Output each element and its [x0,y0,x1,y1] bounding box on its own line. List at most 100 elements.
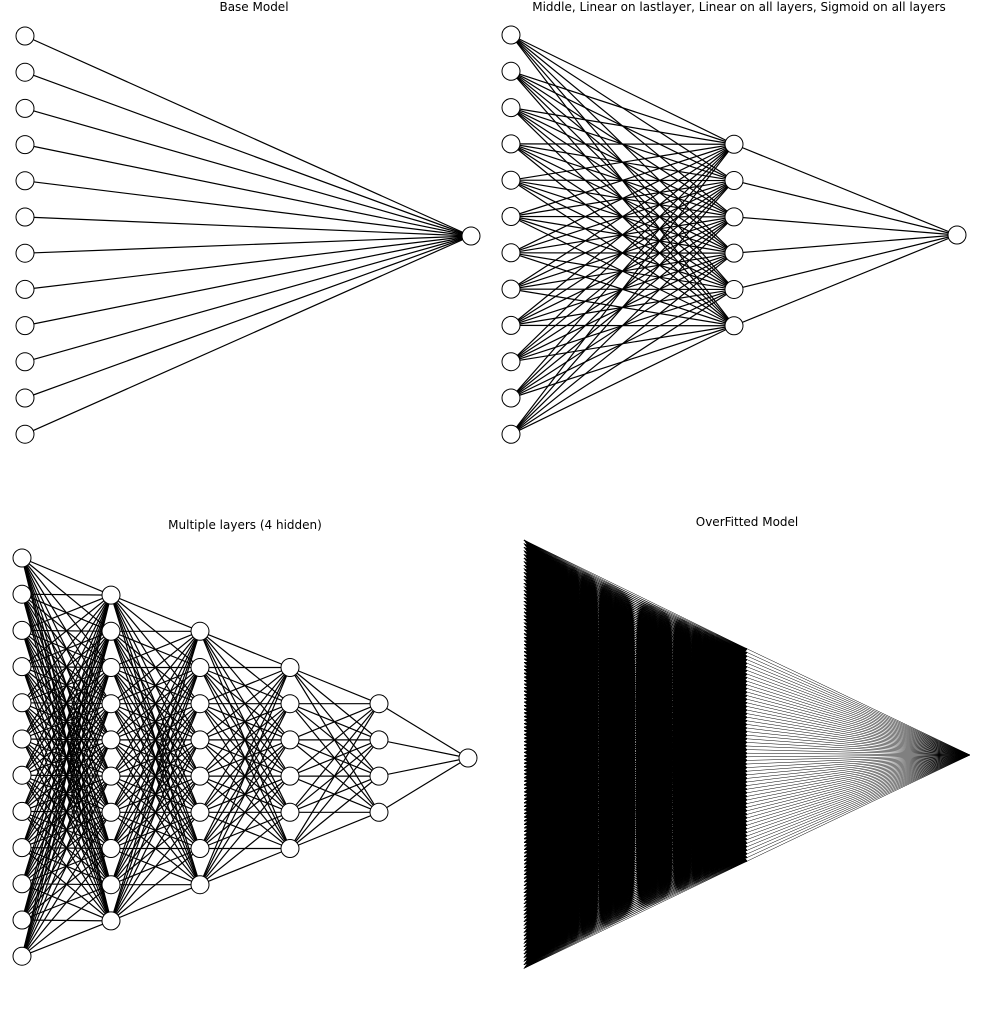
edge [24,216,472,237]
edge [523,648,748,771]
edge [110,631,201,885]
node [15,26,35,46]
node [101,802,121,822]
node [12,765,32,785]
node [369,766,389,786]
edge [523,648,748,667]
edge [24,235,472,254]
edge [523,648,748,706]
edge [110,848,201,922]
node [190,658,210,677]
edge [523,582,748,650]
edge [523,648,748,750]
edge [21,594,112,812]
node [190,694,210,714]
edge [21,594,112,848]
edge [733,216,958,236]
edge [199,666,291,705]
node [501,98,521,118]
edge [199,667,291,813]
node [369,730,389,750]
edge [523,648,748,674]
edge [523,648,748,793]
node [190,730,210,750]
node [501,170,521,190]
edge [523,618,748,650]
node [15,279,35,299]
node [12,620,32,640]
edge [21,848,112,957]
node [724,134,744,154]
edge [110,630,201,777]
node [12,729,32,749]
edge [523,539,748,650]
edge [523,590,748,650]
node [190,621,210,641]
edge [523,648,748,778]
edge [523,648,748,670]
edge [523,572,748,650]
edge [523,622,748,650]
edge [289,703,380,777]
edge [523,648,748,656]
edge [24,180,472,237]
edge [523,586,748,650]
edge [523,648,748,786]
edge [110,631,201,922]
edge [378,739,469,759]
edge [523,648,748,696]
edge [523,648,748,714]
edge [21,594,112,704]
edge [733,234,958,254]
node [724,243,744,263]
edge [523,608,748,650]
node [12,584,32,604]
edge [378,757,469,777]
edge [523,546,748,650]
edge [733,234,958,291]
edge [24,235,472,363]
edge [523,640,748,650]
edge [523,626,748,650]
edge [289,703,380,849]
edge [523,604,748,650]
edge [110,667,201,922]
node [101,658,121,677]
edge [523,647,748,650]
node [15,424,35,444]
node [15,316,35,336]
edge [523,550,748,650]
node [12,548,32,568]
edge [523,633,748,650]
edge [24,144,472,237]
node [501,388,521,408]
nodes [501,25,967,444]
edge [523,648,748,807]
node [101,694,121,714]
edge [510,325,735,435]
edge [523,648,748,660]
edge [523,644,748,650]
network-panel-1 [501,25,967,444]
node [190,839,210,858]
edge [523,648,748,768]
node [501,352,521,372]
edge [523,648,748,742]
edge [510,143,735,363]
edge [523,648,748,764]
node [369,802,389,822]
edges [24,35,472,435]
edge [199,667,291,741]
edge [199,811,291,886]
edge [733,234,958,327]
edge [378,703,469,759]
edge [110,631,201,849]
edge [199,667,291,885]
edge [523,648,748,678]
edge [21,594,112,740]
edge [523,648,748,685]
node [501,243,521,263]
edge [199,739,291,886]
edge [523,648,748,800]
edge [523,648,748,688]
